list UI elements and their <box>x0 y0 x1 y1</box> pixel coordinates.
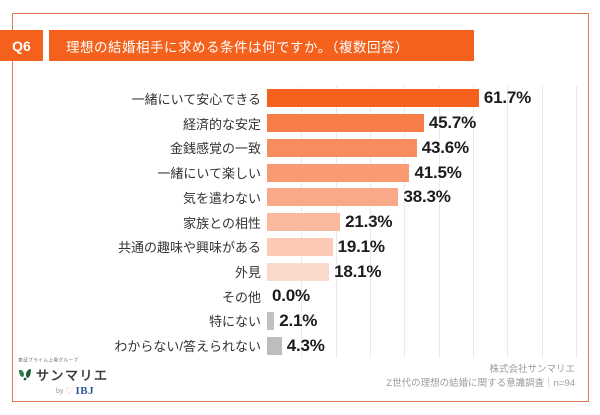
gridline <box>438 86 440 358</box>
logo-brand-name: サンマリエ <box>36 368 109 383</box>
category-label: 家族との相性 <box>183 215 261 231</box>
value-label: 0.0% <box>272 286 310 306</box>
bar <box>267 163 410 182</box>
category-label: 共通の趣味や興味がある <box>117 240 261 256</box>
survey-card <box>12 13 589 402</box>
value-label: 2.1% <box>279 310 318 330</box>
bar-plot-area: 19.1% <box>267 236 576 256</box>
chart-row: その他 0.0% <box>20 284 576 309</box>
category-label: 一緒にいて安心できる <box>131 91 261 107</box>
logo-group-caption: 東証プライム上場グループ <box>18 358 79 364</box>
logo-by-text: by <box>56 387 64 395</box>
category-label: わからない/答えられない <box>114 339 261 355</box>
chart-row: 一緒にいて安心できる 61.7% <box>20 86 576 111</box>
category-label: 金銭感覚の一致 <box>169 141 261 157</box>
bar-plot-area: 45.7% <box>267 113 576 133</box>
bar <box>267 89 479 108</box>
bar-plot-area: 38.3% <box>267 187 576 207</box>
chart-row: 気を遣わない 38.3% <box>20 185 576 210</box>
question-title: 理想の結婚相手に求める条件は何ですか。（複数回答） <box>49 30 474 61</box>
chart-row: 共通の趣味や興味がある 19.1% <box>20 234 576 259</box>
category-label: 経済的な安定 <box>182 116 261 132</box>
value-label: 43.6% <box>421 137 469 157</box>
chart-row: わからない/答えられない 4.3% <box>20 333 576 358</box>
gridline <box>370 86 371 358</box>
question-badge: Q6 <box>0 30 43 61</box>
chart-row: 金銭感覚の一致 43.6% <box>20 135 576 160</box>
chart-row: 家族との相性 21.3% <box>20 210 576 235</box>
chart-row: 特にない 2.1% <box>20 309 576 334</box>
value-label: 41.5% <box>414 162 462 182</box>
bar <box>267 138 417 157</box>
gridline <box>473 86 474 358</box>
bar-plot-area: 61.7% <box>267 88 576 108</box>
bar-plot-area: 18.1% <box>267 261 576 281</box>
bar-plot-area: 21.3% <box>267 212 576 232</box>
bar <box>267 237 333 256</box>
gridline <box>404 86 406 358</box>
heart-icon: ♡ <box>65 385 74 396</box>
credit-survey-title: Z世代の理想の結婚に関する意識調査｜n=94 <box>386 378 575 389</box>
sunmarie-logo: 東証プライム上場グループ サンマリエ by ♡ IBJ <box>18 356 128 397</box>
value-label: 38.3% <box>403 187 451 207</box>
bar <box>267 114 424 133</box>
value-label: 45.7% <box>428 113 477 133</box>
bar <box>267 188 399 207</box>
value-label: 19.1% <box>337 236 385 256</box>
gridline <box>541 86 543 358</box>
bar-plot-area: 4.3% <box>267 335 576 355</box>
category-label: 特にない <box>208 314 261 330</box>
chart-row: 外見 18.1% <box>20 259 576 284</box>
credit-company: 株式会社サンマリエ <box>489 364 575 375</box>
bar-chart: 一緒にいて安心できる 61.7% 経済的な安定 45.7% 金銭感覚の一致 43.6% 一緒… <box>20 86 577 358</box>
survey-credit: 株式会社サンマリエ Z世代の理想の結婚に関する意識調査｜n=94 <box>386 363 575 391</box>
bar-plot-area: 2.1% <box>267 310 576 330</box>
category-label: 外見 <box>234 265 261 280</box>
bar-plot-area: 41.5% <box>267 162 576 182</box>
value-label: 18.1% <box>334 261 382 281</box>
gridline <box>576 86 577 358</box>
value-label: 21.3% <box>345 212 393 232</box>
category-label: 一緒にいて楽しい <box>157 166 261 182</box>
chart-row: 一緒にいて楽しい 41.5% <box>20 160 576 185</box>
value-label: 4.3% <box>286 335 325 355</box>
bar <box>267 262 330 281</box>
category-label: 気を遣わない <box>182 190 261 206</box>
chart-rows: 一緒にいて安心できる 61.7% 経済的な安定 45.7% 金銭感覚の一致 43.6% 一緒… <box>20 86 576 358</box>
leaf-icon <box>18 368 33 381</box>
bar-plot-area: 43.6% <box>267 137 576 157</box>
bar <box>267 336 282 355</box>
gridline <box>507 86 509 358</box>
value-label: 61.7% <box>483 88 532 108</box>
bar-plot-area: 0.0% <box>267 286 576 306</box>
bar <box>267 311 275 330</box>
bar <box>267 213 341 232</box>
logo-ibj-text: IBJ <box>75 385 95 397</box>
chart-row: 経済的な安定 45.7% <box>20 111 576 136</box>
category-label: その他 <box>221 289 261 305</box>
